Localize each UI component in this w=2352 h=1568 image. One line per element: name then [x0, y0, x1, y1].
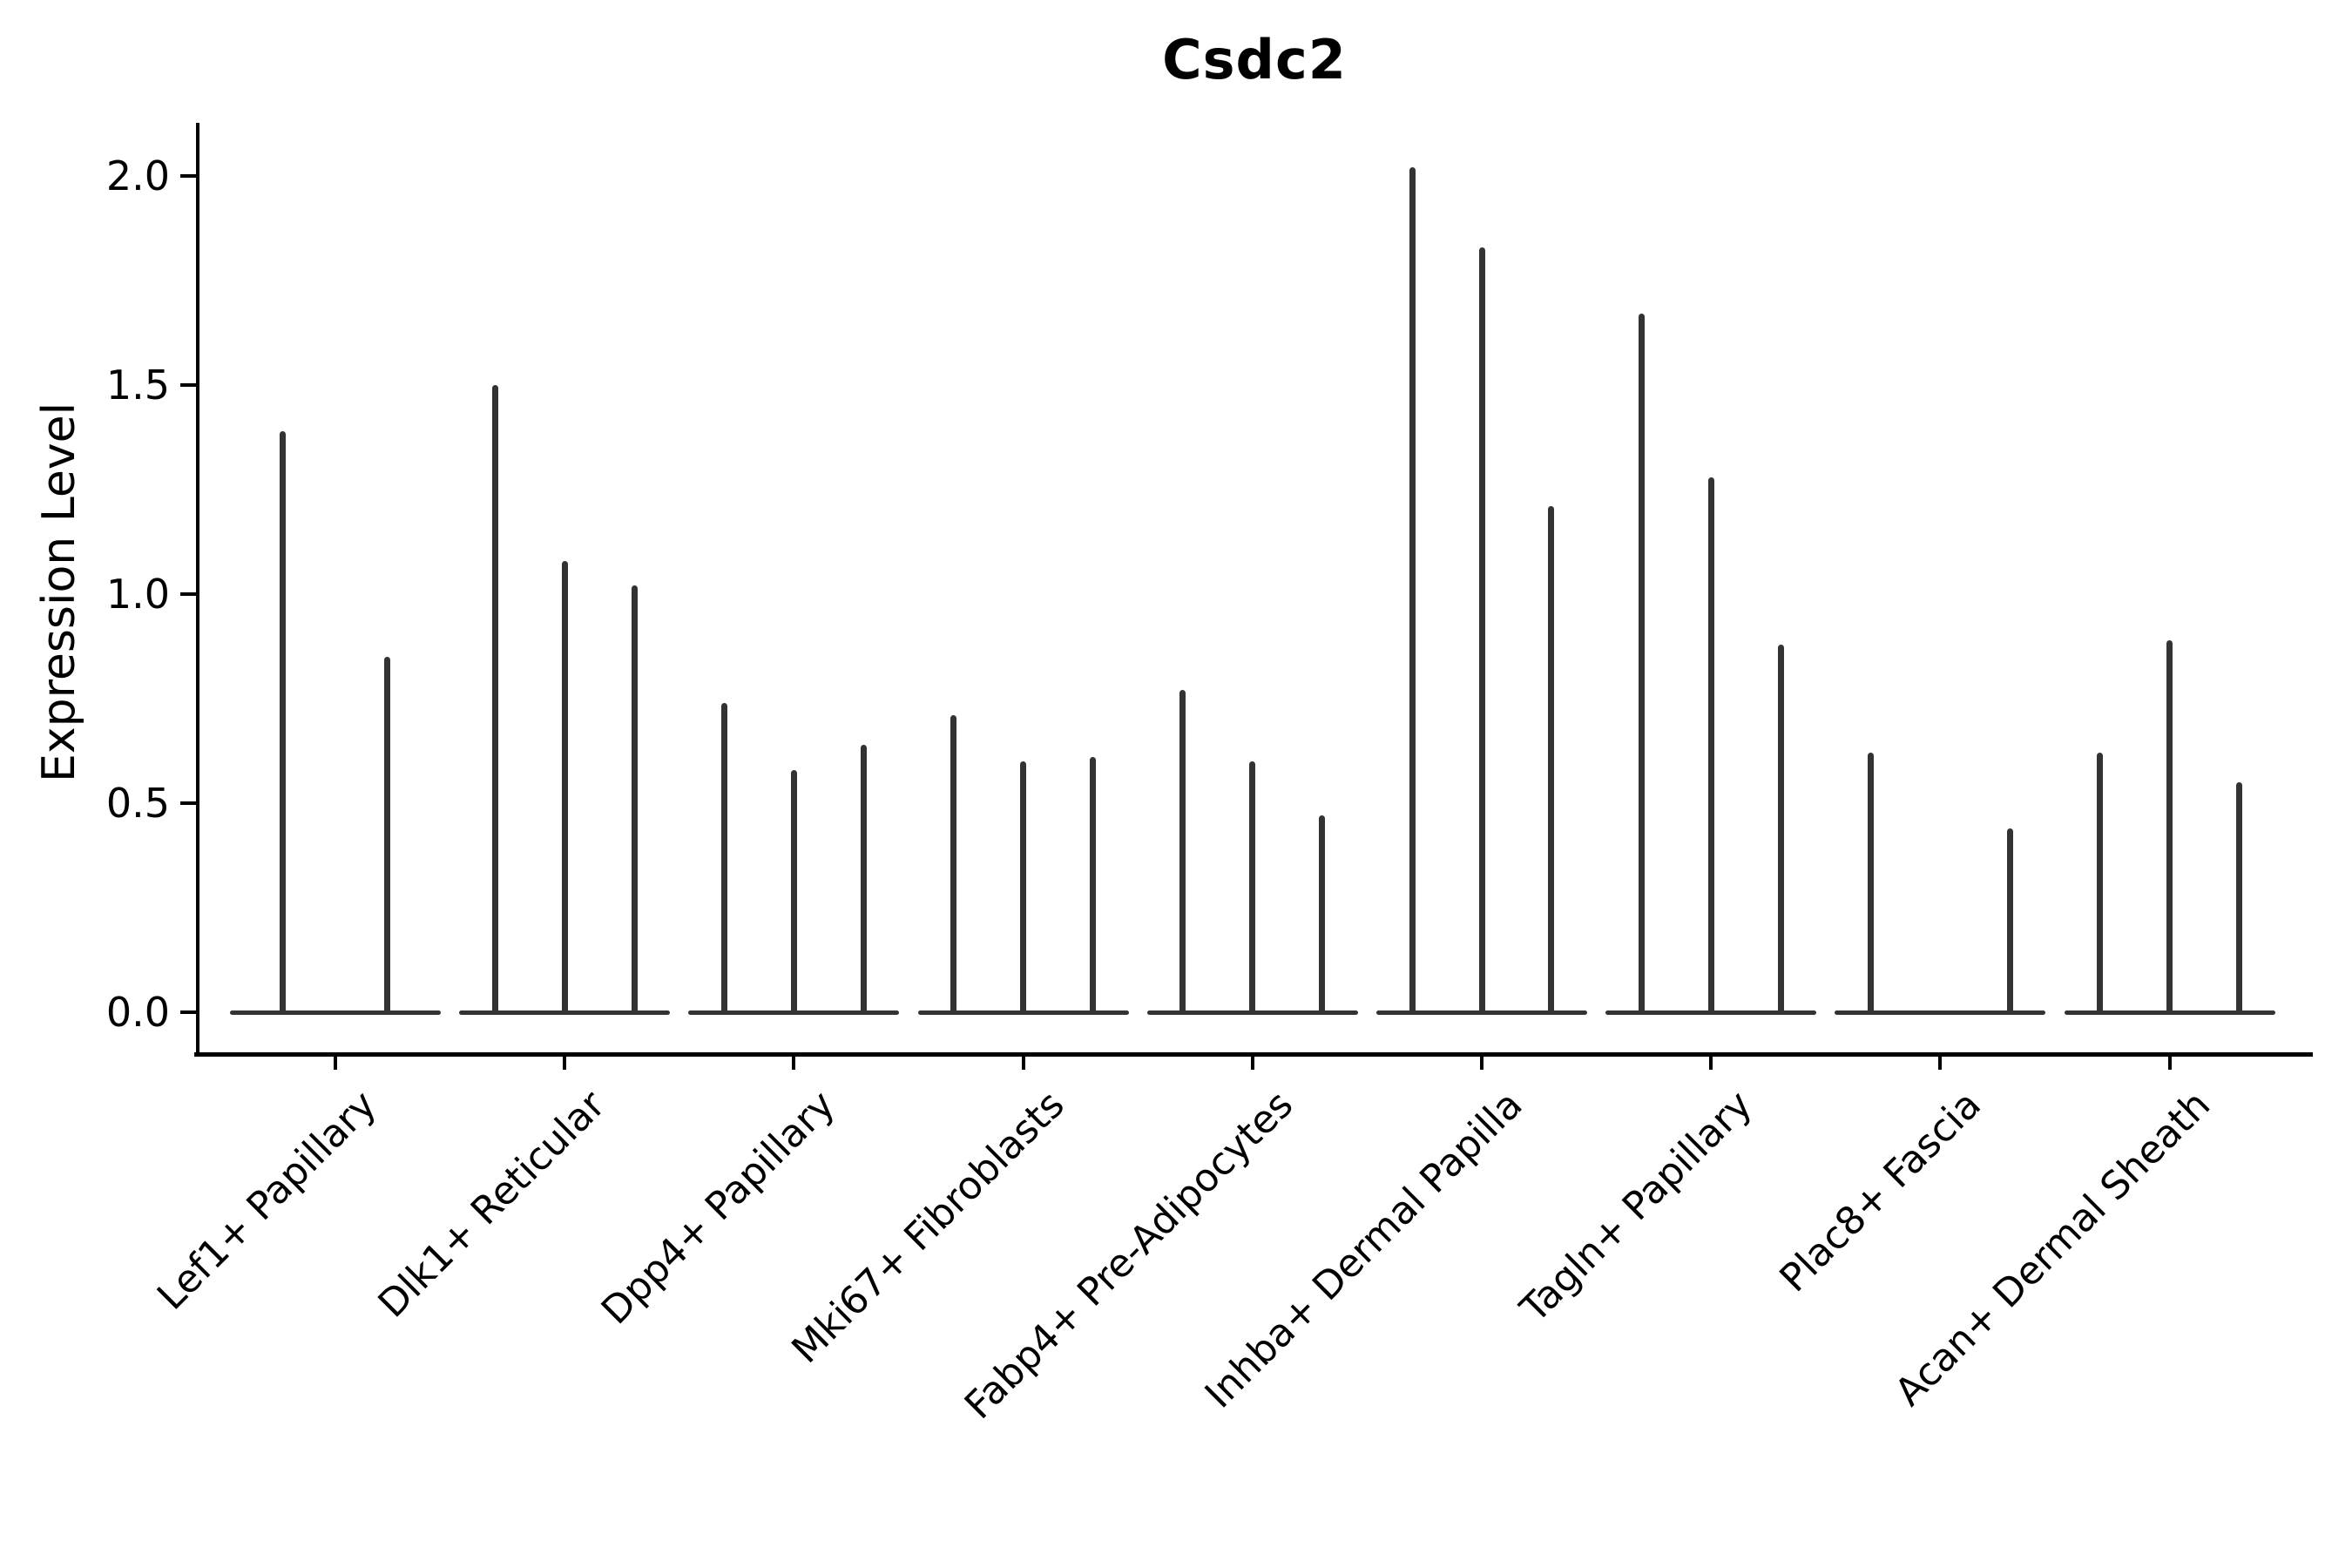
- violin-spike: [790, 769, 797, 1014]
- x-tick-label: Dpp4+ Papillary: [592, 1082, 844, 1334]
- violin-spike: [2166, 639, 2173, 1014]
- y-tick-mark: [180, 1010, 196, 1014]
- x-tick-label: Dlk1+ Reticular: [369, 1082, 614, 1327]
- chart-title: Csdc2: [1162, 28, 1347, 91]
- violin-spike: [1707, 476, 1714, 1014]
- y-tick-label: 1.5: [105, 362, 170, 409]
- x-tick-mark: [1250, 1052, 1254, 1070]
- violin-baseline: [230, 1010, 441, 1015]
- violin-spike: [2235, 782, 2242, 1014]
- y-tick-mark: [180, 174, 196, 178]
- y-tick-label: 2.0: [105, 152, 170, 199]
- x-tick-label: Lef1+ Papillary: [148, 1082, 385, 1319]
- violin-spike: [1548, 506, 1555, 1014]
- x-tick-mark: [1709, 1052, 1713, 1070]
- violin-spike: [1020, 761, 1027, 1014]
- y-axis-spine: [196, 123, 199, 1056]
- x-tick-mark: [334, 1052, 337, 1070]
- violin-spike: [1868, 753, 1875, 1014]
- violin-spike: [561, 560, 568, 1014]
- violin-spike: [1478, 247, 1485, 1014]
- y-tick-label: 1.0: [105, 571, 170, 618]
- y-tick-label: 0.5: [105, 780, 170, 827]
- y-tick-mark: [180, 592, 196, 596]
- x-tick-mark: [1021, 1052, 1025, 1070]
- x-tick-label: Plac8+ Fascia: [1771, 1082, 1990, 1301]
- violin-spike: [383, 657, 390, 1014]
- x-tick-mark: [563, 1052, 567, 1070]
- x-tick-mark: [1938, 1052, 1943, 1070]
- x-tick-mark: [1480, 1052, 1484, 1070]
- violin-spike: [1409, 167, 1416, 1014]
- violin-spike: [1179, 690, 1186, 1014]
- violin-spike: [1319, 815, 1326, 1014]
- violin-spike: [280, 430, 286, 1014]
- violin-spike: [950, 715, 957, 1014]
- x-tick-mark: [2167, 1052, 2172, 1070]
- violin-spike: [721, 702, 728, 1014]
- violin-spike: [1638, 314, 1645, 1014]
- x-tick-mark: [792, 1052, 796, 1070]
- violin-spike: [1249, 761, 1256, 1014]
- x-tick-label: Tagln+ Papillary: [1511, 1082, 1761, 1332]
- violin-spike: [631, 585, 638, 1014]
- violin-spike: [491, 385, 498, 1014]
- violin-spike: [1777, 644, 1784, 1014]
- violin-spike: [1089, 757, 1096, 1014]
- violin-spike: [2006, 828, 2013, 1014]
- y-tick-mark: [180, 383, 196, 387]
- violin-spike: [2097, 753, 2104, 1014]
- violin-baseline: [1835, 1010, 2046, 1015]
- y-tick-mark: [180, 801, 196, 805]
- y-tick-label: 0.0: [105, 989, 170, 1036]
- violin-spike: [860, 744, 867, 1014]
